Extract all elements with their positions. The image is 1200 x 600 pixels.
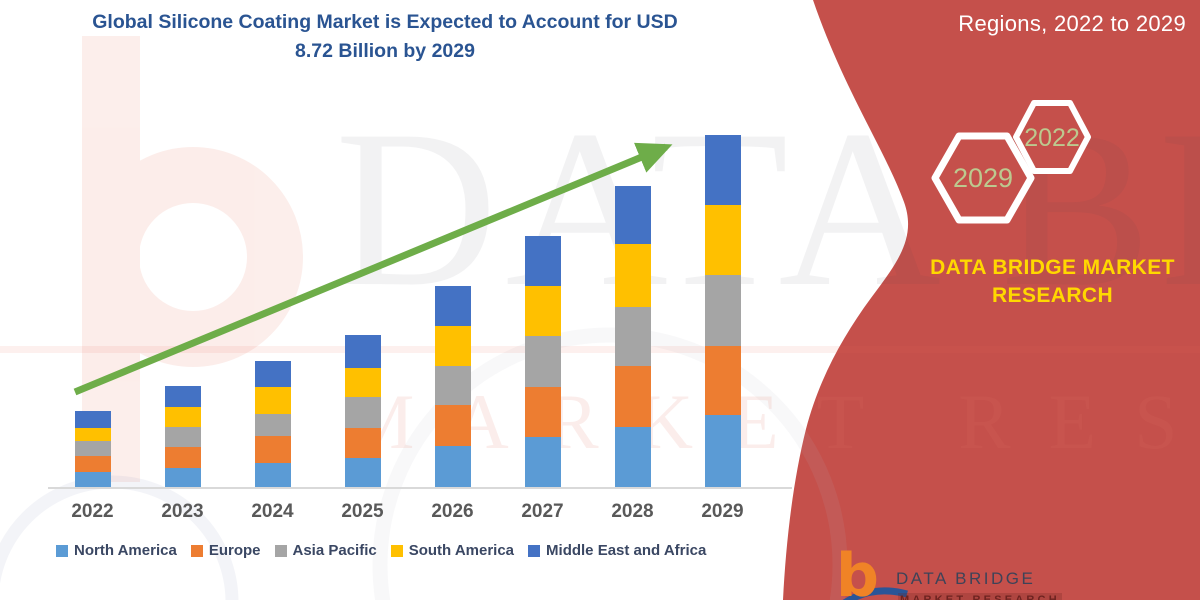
x-axis-label-2028: 2028 — [611, 501, 654, 522]
logo-sub-brand-text: MARKET RESEARCH — [898, 593, 1062, 600]
legend-label: Middle East and Africa — [546, 542, 707, 559]
x-axis-line — [48, 487, 792, 489]
bar-segment-asia-pacific — [164, 426, 201, 448]
faint-circle-watermarks — [0, 327, 848, 600]
legend-label: Asia Pacific — [292, 542, 377, 559]
chart-title-line1: Global Silicone Coating Market is Expect… — [92, 11, 678, 33]
stacked-bar-2023 — [164, 385, 201, 488]
legend-swatch — [56, 544, 68, 557]
bar-segment-north-america — [74, 472, 111, 488]
bar-segment-south-america — [164, 406, 201, 427]
legend-label: South America — [408, 542, 515, 559]
logo-b-glyph: b — [836, 541, 879, 600]
x-axis-label-2027: 2027 — [521, 501, 564, 522]
bar-segment-middle-east-and-africa — [254, 360, 291, 388]
bar-segment-europe — [164, 447, 201, 468]
stacked-bar-2024 — [254, 360, 291, 488]
x-axis-label-2023: 2023 — [161, 501, 204, 522]
legend-swatch — [274, 544, 287, 557]
x-axis-label-2025: 2025 — [341, 501, 384, 522]
legend-swatch — [390, 544, 403, 557]
x-axis-label-2024: 2024 — [251, 501, 294, 522]
bar-segment-south-america — [74, 428, 111, 442]
legend-label: Europe — [208, 542, 261, 559]
chart-title-line2: 8.72 Billion by 2029 — [295, 40, 475, 62]
legend-swatch — [528, 544, 541, 557]
legend-label: North America — [74, 542, 177, 559]
bar-segment-middle-east-and-africa — [164, 385, 201, 407]
watermark-pink-band — [0, 346, 1200, 353]
legend-item-asia-pacific: Asia Pacific — [274, 542, 377, 559]
bar-segment-asia-pacific — [254, 413, 291, 437]
chart-title: Global Silicone Coating Market is Expect… — [20, 8, 750, 66]
bar-segment-asia-pacific — [74, 441, 111, 456]
legend-item-europe: Europe — [190, 542, 261, 559]
panel-brand-text: DATA BRIDGE MARKET RESEARCH — [930, 254, 1175, 310]
pink-b-watermark — [82, 36, 303, 482]
bar-segment-europe — [254, 436, 291, 463]
legend-swatch — [190, 544, 203, 557]
panel-brand-line2: RESEARCH — [991, 284, 1114, 307]
bar-segment-south-america — [254, 387, 291, 414]
stacked-bar-2022 — [74, 411, 111, 488]
footer-logo: b DATA BRIDGE MARKET RESEARCH — [836, 541, 1156, 600]
bar-segment-north-america — [164, 467, 201, 488]
legend-item-middle-east-and-africa: Middle East and Africa — [528, 542, 706, 559]
bar-segment-europe — [74, 455, 111, 473]
logo-brand-text: DATA BRIDGE — [896, 569, 1036, 588]
bar-segment-north-america — [254, 462, 291, 488]
watermark-sub-text: MARKET RESEARCH — [345, 378, 1200, 465]
legend-item-south-america: South America — [390, 542, 515, 559]
bar-segment-middle-east-and-africa — [74, 411, 111, 429]
legend-item-north-america: North America — [56, 542, 177, 559]
x-axis-label-2029: 2029 — [701, 501, 744, 522]
x-axis-label-2022: 2022 — [71, 501, 114, 522]
panel-brand-line1: DATA BRIDGE MARKET — [930, 256, 1175, 279]
x-axis-label-2026: 2026 — [431, 501, 474, 522]
panel-heading: Regions, 2022 to 2029 — [958, 11, 1186, 36]
legend: North America Europe Asia Pacific South Ame… — [56, 542, 706, 559]
